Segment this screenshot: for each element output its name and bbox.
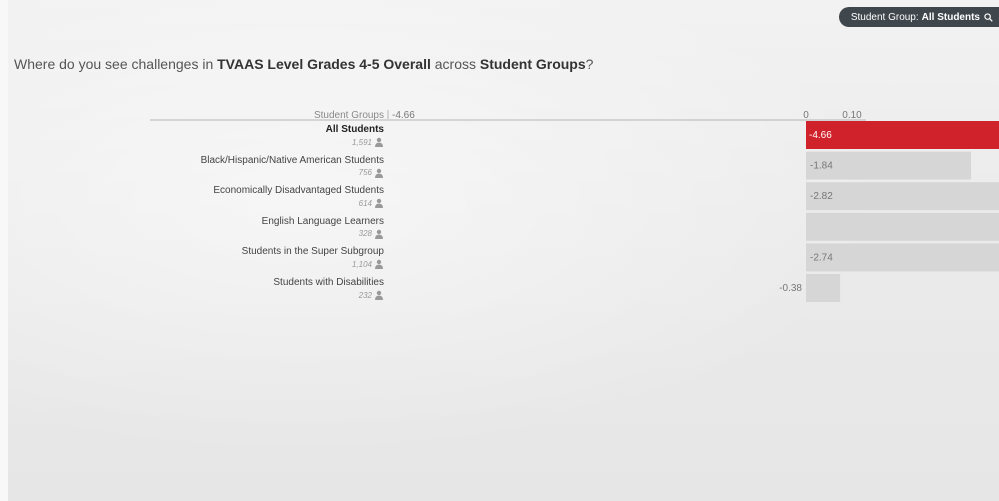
bar[interactable]: [806, 243, 999, 272]
row-label[interactable]: All Students: [325, 124, 384, 135]
person-icon: [375, 260, 383, 270]
left-edge: [0, 0, 8, 501]
filter-value: All Students: [921, 11, 980, 23]
question-heading: Where do you see challenges in TVAAS Lev…: [14, 56, 593, 72]
row-count: 328: [359, 229, 384, 239]
row-count-value: 1,104: [351, 259, 372, 269]
bar[interactable]: [806, 212, 999, 241]
row-count: 756: [359, 168, 384, 178]
bar[interactable]: [806, 182, 999, 211]
row-count: 614: [358, 198, 384, 209]
bar[interactable]: [806, 274, 841, 302]
person-icon: [375, 168, 383, 178]
student-group-filter-button[interactable]: Student Group: All Students: [839, 7, 999, 27]
filter-label: Student Group:: [850, 11, 919, 23]
row-count-value: 614: [358, 198, 372, 208]
row-count: 1,104: [351, 259, 384, 270]
person-icon: [375, 229, 383, 239]
axis-tick-label: 0.10: [842, 110, 862, 121]
row-count: 232: [359, 290, 384, 300]
row-count-value: 756: [358, 168, 372, 178]
question-middle: across: [430, 56, 480, 72]
question-suffix: ?: [585, 56, 594, 72]
question-dimension[interactable]: Student Groups: [479, 56, 586, 72]
question-prefix: Where do you see challenges in: [14, 56, 218, 72]
search-icon: [984, 12, 993, 22]
bar-value-label: -4.66: [809, 130, 832, 141]
row-count-value: 232: [358, 290, 372, 300]
person-icon: [375, 198, 383, 209]
bar-value-label: -0.38: [779, 283, 802, 294]
row-label[interactable]: Economically Disadvantaged Students: [213, 185, 384, 197]
category-header: Student Groups: [314, 110, 384, 121]
bar[interactable]: [806, 151, 972, 180]
row-label[interactable]: English Language Learners: [261, 215, 384, 227]
row-label[interactable]: Students in the Super Subgroup: [241, 246, 384, 258]
row-label[interactable]: Black/Hispanic/Native American Students: [200, 154, 384, 166]
axis-tick-label: 0: [803, 110, 809, 121]
bar-value-label: -1.84: [810, 161, 833, 172]
row-count-value: 328: [358, 229, 372, 239]
bar[interactable]: [806, 121, 999, 149]
question-metric[interactable]: TVAAS Level Grades 4-5 Overall: [217, 56, 431, 72]
row-count: 1,591: [352, 137, 384, 147]
bar-value-label: -2.74: [810, 252, 833, 263]
axis-tick-label: -4.66: [392, 110, 415, 121]
person-icon: [375, 137, 383, 147]
row-count-value: 1,591: [351, 137, 372, 147]
row-label[interactable]: Students with Disabilities: [273, 277, 384, 288]
person-icon: [375, 290, 383, 300]
bar-value-label: -2.82: [810, 191, 833, 202]
